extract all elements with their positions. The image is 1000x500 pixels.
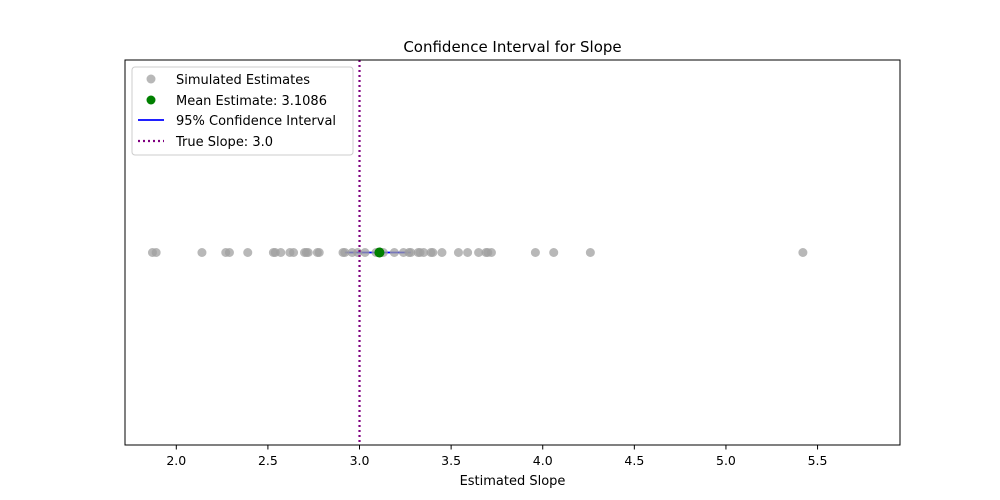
simulated-estimate-point xyxy=(340,248,350,257)
simulated-estimate-point xyxy=(474,248,484,257)
simulated-estimate-point xyxy=(437,248,447,257)
legend: Simulated Estimates Mean Estimate: 3.108… xyxy=(131,66,354,156)
x-tick-label: 4.5 xyxy=(624,453,644,468)
legend-label-ci: 95% Confidence Interval xyxy=(176,114,336,129)
simulated-estimate-point xyxy=(389,248,399,257)
x-tick-label: 3.5 xyxy=(441,453,461,468)
simulated-estimate-point xyxy=(243,248,253,257)
simulated-estimate-point xyxy=(486,248,496,257)
x-tick-label: 4.0 xyxy=(533,453,553,468)
plot-frame xyxy=(124,59,901,446)
legend-marker-simulated xyxy=(146,74,156,84)
simulated-estimate-point xyxy=(276,248,286,257)
simulated-estimate-point xyxy=(314,248,324,257)
simulated-estimate-point xyxy=(453,248,463,257)
simulated-estimate-point xyxy=(428,248,438,257)
simulated-estimate-point xyxy=(224,248,234,257)
legend-label-true-slope: True Slope: 3.0 xyxy=(175,135,273,150)
x-ticks: 2.0 2.5 3.0 3.5 4.0 4.5 5.0 5.5 xyxy=(166,445,827,468)
mean-estimate-point xyxy=(374,247,385,258)
simulated-estimate-point xyxy=(798,248,808,257)
simulated-estimate-point xyxy=(463,248,473,257)
simulated-estimate-point xyxy=(406,248,416,257)
simulated-estimate-point xyxy=(360,248,370,257)
simulated-estimate-point xyxy=(549,248,559,257)
legend-label-mean: Mean Estimate: 3.1086 xyxy=(176,94,327,109)
legend-box xyxy=(131,66,354,156)
x-tick-label: 3.0 xyxy=(350,453,370,468)
points-layer xyxy=(147,247,808,258)
simulated-estimate-point xyxy=(289,248,299,257)
simulated-estimate-point xyxy=(303,248,313,257)
legend-label-simulated: Simulated Estimates xyxy=(176,73,310,88)
x-tick-label: 5.5 xyxy=(808,453,828,468)
simulated-estimate-point xyxy=(585,248,595,257)
simulated-estimate-point xyxy=(419,248,429,257)
simulated-estimate-point xyxy=(197,248,207,257)
chart-title: Confidence Interval for Slope xyxy=(403,38,621,56)
simulated-estimate-point xyxy=(151,248,161,257)
x-axis-label: Estimated Slope xyxy=(460,474,566,489)
x-tick-label: 2.5 xyxy=(258,453,278,468)
x-tick-label: 2.0 xyxy=(166,453,186,468)
legend-marker-mean xyxy=(146,95,156,105)
simulated-estimate-point xyxy=(530,248,540,257)
x-tick-label: 5.0 xyxy=(716,453,736,468)
